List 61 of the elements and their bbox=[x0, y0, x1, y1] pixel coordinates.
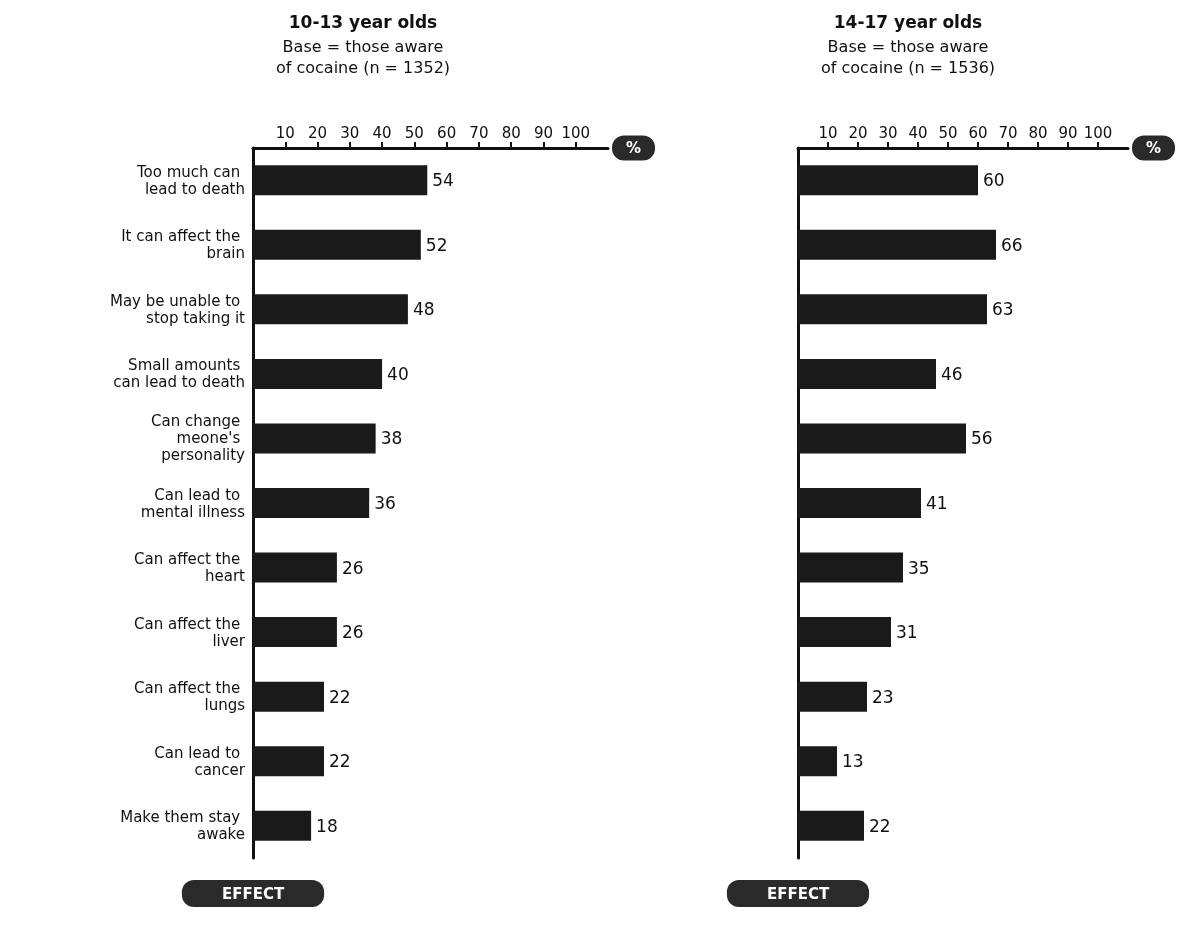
x-tick-label: 80 bbox=[501, 123, 521, 142]
x-tick-label: 80 bbox=[1028, 123, 1048, 142]
x-tick-label: 90 bbox=[1058, 123, 1078, 142]
data-label: 22 bbox=[329, 751, 351, 772]
x-tick-label: 100 bbox=[1083, 123, 1113, 142]
x-tick-label: 30 bbox=[878, 123, 898, 142]
data-label: 35 bbox=[908, 557, 930, 578]
chart-title: 14-17 year olds bbox=[833, 11, 983, 32]
data-label: 38 bbox=[380, 428, 403, 449]
y-axis-title: EFFECT bbox=[766, 884, 830, 903]
data-label: 46 bbox=[941, 363, 963, 384]
y-tick-label: Can affect the liver bbox=[134, 614, 246, 650]
data-label: 26 bbox=[341, 622, 364, 643]
x-tick-label: 20 bbox=[308, 123, 328, 142]
y-tick-label: May be unable to stop taking it bbox=[109, 291, 246, 327]
data-label: 48 bbox=[412, 299, 435, 320]
x-tick-label: 60 bbox=[968, 123, 988, 142]
data-label: 22 bbox=[329, 686, 351, 707]
data-label: 41 bbox=[926, 493, 948, 513]
x-axis-title: % bbox=[1146, 139, 1162, 157]
x-tick-label: 10 bbox=[275, 123, 295, 142]
chart-subtitle: Base = those aware of cocaine (n = 1536) bbox=[820, 37, 996, 77]
y-tick-label: Too much can lead to death bbox=[135, 162, 245, 198]
chart-subtitle: Base = those aware of cocaine (n = 1352) bbox=[275, 37, 451, 77]
y-tick-label: Can lead to mental illness bbox=[140, 485, 246, 521]
x-tick-label: 60 bbox=[437, 123, 457, 142]
y-tick-label: Can change meone's personality bbox=[151, 412, 246, 465]
data-label: 52 bbox=[425, 234, 448, 255]
y-tick-label: Small amounts can lead to death bbox=[113, 356, 245, 392]
x-tick-label: 50 bbox=[404, 123, 424, 142]
data-label: 31 bbox=[896, 622, 918, 643]
y-tick-label: Can affect the lungs bbox=[134, 679, 246, 715]
chart-title: 10-13 year olds bbox=[288, 11, 438, 32]
x-tick-label: 70 bbox=[998, 123, 1018, 142]
x-tick-label: 70 bbox=[469, 123, 489, 142]
x-tick-label: 90 bbox=[533, 123, 553, 142]
x-tick-label: 50 bbox=[938, 123, 958, 142]
data-label: 63 bbox=[992, 299, 1014, 320]
data-label: 54 bbox=[432, 170, 454, 191]
x-axis-title: % bbox=[626, 139, 642, 157]
data-label: 23 bbox=[872, 686, 894, 707]
data-label: 56 bbox=[971, 428, 993, 449]
data-label: 40 bbox=[387, 363, 409, 384]
x-tick-label: 40 bbox=[372, 123, 392, 142]
y-tick-label: It can affect the brain bbox=[121, 227, 245, 263]
y-tick-label: Can lead to cancer bbox=[154, 743, 246, 779]
data-label: 66 bbox=[1001, 234, 1023, 255]
data-label: 26 bbox=[341, 557, 364, 578]
y-tick-label: Can affect the heart bbox=[134, 550, 246, 586]
x-tick-label: 30 bbox=[340, 123, 360, 142]
x-tick-label: 20 bbox=[848, 123, 868, 142]
data-label: 60 bbox=[983, 170, 1005, 191]
y-axis-title: EFFECT bbox=[221, 884, 285, 903]
x-tick-label: 10 bbox=[818, 123, 838, 142]
data-label: 13 bbox=[842, 751, 864, 772]
data-label: 18 bbox=[316, 815, 338, 836]
y-tick-label: Make them stay awake bbox=[120, 808, 245, 844]
data-label: 22 bbox=[869, 815, 891, 836]
data-label: 36 bbox=[374, 493, 396, 513]
x-tick-label: 100 bbox=[561, 123, 591, 142]
x-tick-label: 40 bbox=[908, 123, 928, 142]
